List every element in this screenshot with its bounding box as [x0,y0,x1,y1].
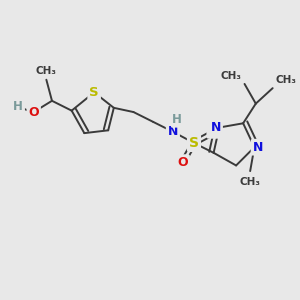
Text: N: N [211,121,221,134]
Text: S: S [89,86,99,99]
Text: CH₃: CH₃ [275,75,296,85]
Text: O: O [28,106,39,118]
Text: N: N [168,125,178,138]
Text: S: S [189,136,199,150]
Text: CH₃: CH₃ [221,70,242,81]
Text: O: O [177,156,188,169]
Text: O: O [208,124,219,137]
Text: CH₃: CH₃ [240,177,261,187]
Text: CH₃: CH₃ [36,66,57,76]
Text: H: H [172,113,182,126]
Text: N: N [253,141,263,154]
Text: H: H [13,100,23,113]
